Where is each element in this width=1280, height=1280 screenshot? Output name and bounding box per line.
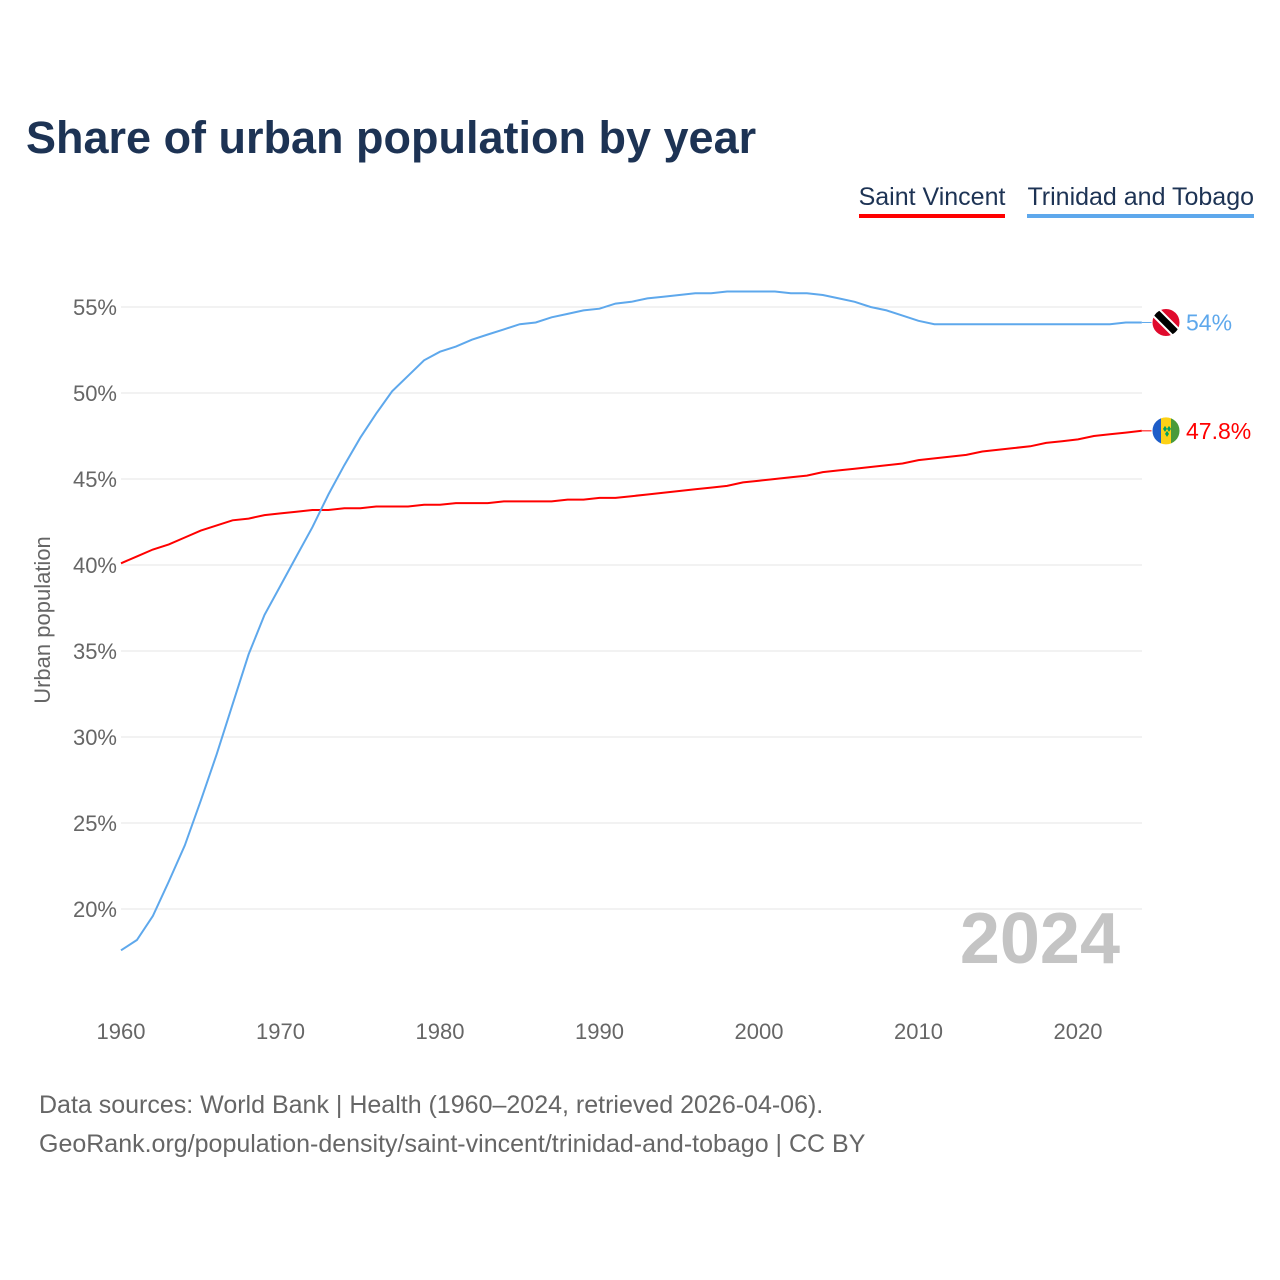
legend-item-trinidad-and-tobago[interactable]: Trinidad and Tobago (1027, 183, 1254, 218)
y-tick-label: 30% (73, 725, 117, 750)
x-tick-label: 2020 (1054, 1019, 1103, 1044)
series-line-saint-vincent (120, 429, 1142, 565)
y-tick-label: 40% (73, 553, 117, 578)
x-tick-label: 2000 (735, 1019, 784, 1044)
y-tick-label: 20% (73, 897, 117, 922)
footer: Data sources: World Bank | Health (1960–… (39, 1086, 865, 1164)
y-tick-label: 25% (73, 811, 117, 836)
series-line-trinidad-and-tobago (120, 290, 1142, 952)
y-tick-label: 50% (73, 381, 117, 406)
trinidad-flag-icon (1151, 307, 1181, 337)
y-axis-label: Urban population (30, 536, 55, 704)
saint-vincent-flag-icon (1151, 416, 1181, 446)
x-tick-label: 1960 (97, 1019, 146, 1044)
footer-link[interactable]: GeoRank.org/population-density/saint-vin… (39, 1130, 866, 1158)
year-watermark: 2024 (960, 899, 1120, 979)
y-tick-label: 35% (73, 639, 117, 664)
x-tick-label: 1970 (256, 1019, 305, 1044)
y-tick-label: 45% (73, 467, 117, 492)
footer-sources: Data sources: World Bank | Health (1960–… (39, 1091, 824, 1119)
x-tick-label: 1980 (416, 1019, 465, 1044)
end-value-label: 54% (1186, 309, 1232, 335)
end-value-label: 47.8% (1186, 418, 1251, 444)
legend-item-saint-vincent[interactable]: Saint Vincent (858, 183, 1006, 218)
x-tick-label: 2010 (894, 1019, 943, 1044)
y-tick-label: 55% (73, 295, 117, 320)
chart-title: Share of urban population by year (26, 112, 757, 163)
legend: Saint Vincent Trinidad and Tobago (858, 183, 1254, 218)
x-tick-label: 1990 (575, 1019, 624, 1044)
